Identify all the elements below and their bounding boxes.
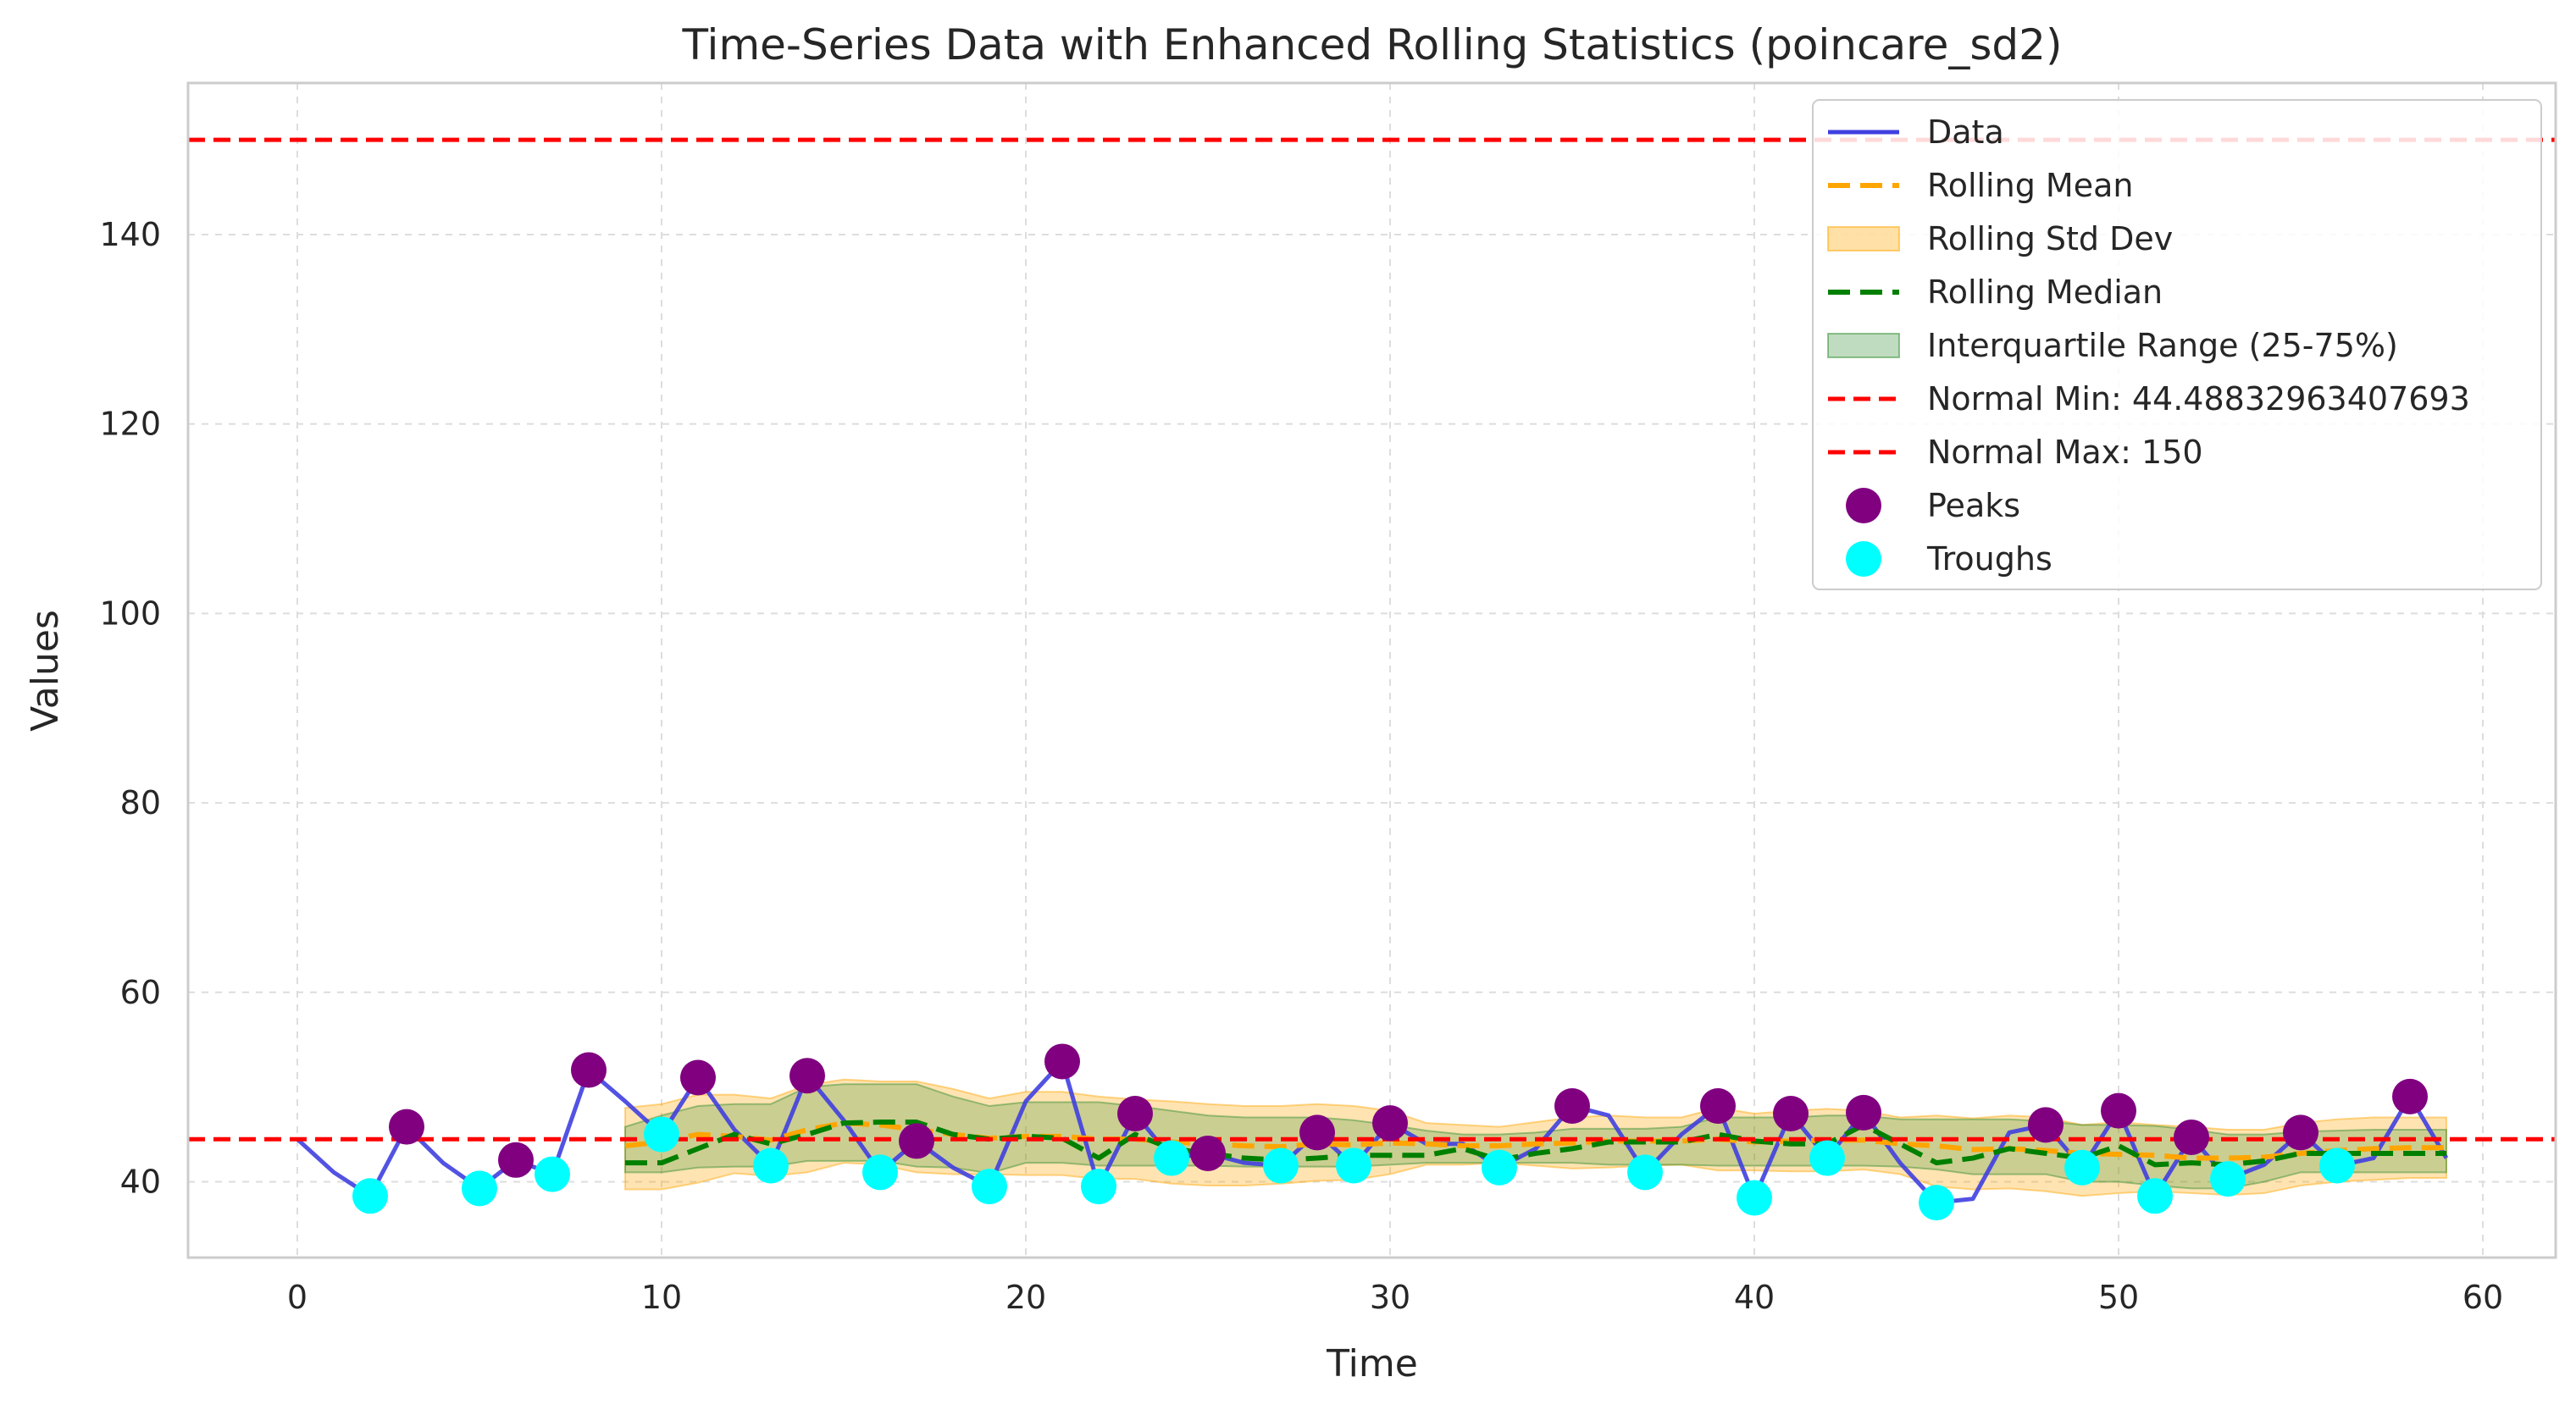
trough-marker [1627, 1154, 1663, 1191]
plot-frame [186, 81, 2557, 1259]
x-tick-label: 40 [1734, 1279, 1775, 1316]
y-tick-label: 140 [99, 216, 161, 253]
peak-marker [1700, 1088, 1736, 1125]
peak-marker [1846, 1094, 1881, 1131]
trough-marker [1336, 1147, 1371, 1184]
legend-label-median: Rolling Median [1927, 274, 2163, 311]
rolling-median-line [625, 1120, 2446, 1168]
legend-swatch-troughs [1846, 541, 1881, 577]
y-tick-label: 80 [120, 784, 161, 821]
peak-marker [2283, 1114, 2318, 1151]
peak-marker [1117, 1095, 1153, 1131]
trough-marker [1737, 1180, 1772, 1216]
grid [188, 83, 2556, 1258]
peak-marker [2174, 1119, 2209, 1155]
trough-marker [2210, 1161, 2246, 1197]
x-axis-ticks: 0 10 20 30 40 50 60 [287, 1279, 2503, 1316]
peak-marker [2028, 1107, 2064, 1143]
legend-box [1812, 99, 2542, 590]
peak-marker [1372, 1105, 1408, 1142]
legend-swatch-peaks [1846, 488, 1881, 523]
trough-marker [972, 1169, 1007, 1205]
legend-swatch-std [1827, 226, 1900, 252]
trough-marker [1482, 1149, 1517, 1186]
trough-marker [1081, 1169, 1116, 1205]
peak-marker [2101, 1092, 2136, 1129]
trough-marker [1263, 1147, 1299, 1184]
trough-marker [862, 1154, 898, 1191]
y-tick-label: 100 [99, 594, 161, 632]
peak-marker [899, 1123, 934, 1159]
peak-marker [2392, 1078, 2428, 1114]
x-tick-label: 30 [1370, 1279, 1410, 1316]
trough-marker [2319, 1147, 2355, 1184]
legend-label-max: Normal Max: 150 [1927, 434, 2203, 471]
trough-marker [1809, 1140, 1845, 1176]
x-tick-label: 50 [2098, 1279, 2139, 1316]
trough-marker [1919, 1185, 1954, 1221]
trough-marker [753, 1147, 789, 1184]
peak-marker [1554, 1088, 1590, 1125]
x-tick-label: 60 [2462, 1279, 2503, 1316]
x-tick-label: 20 [1005, 1279, 1046, 1316]
peak-marker [389, 1109, 424, 1145]
trough-marker [644, 1116, 679, 1153]
chart-title: Time-Series Data with Enhanced Rolling S… [682, 20, 2063, 69]
trough-marker [535, 1156, 570, 1192]
trough-marker [1154, 1140, 1189, 1176]
peak-marker [1044, 1043, 1080, 1080]
legend: Data Rolling Mean Rolling Std Dev Rolling M… [1812, 99, 2542, 590]
peak-marker [1190, 1135, 1226, 1171]
trough-marker [462, 1170, 497, 1207]
trough-marker [2137, 1178, 2173, 1214]
y-axis-ticks: 40 60 80 100 120 140 [99, 216, 161, 1201]
peak-marker [1299, 1114, 1335, 1151]
trough-marker [2064, 1149, 2100, 1186]
legend-label-min: Normal Min: 44.48832963407693 [1927, 380, 2470, 417]
x-axis-label: Time [1326, 1342, 1418, 1385]
peak-marker [680, 1059, 716, 1096]
peak-marker [789, 1058, 825, 1094]
y-tick-label: 60 [120, 974, 161, 1011]
legend-label-data: Data [1927, 113, 2004, 151]
y-tick-label: 40 [120, 1164, 161, 1201]
peak-marker [498, 1142, 534, 1178]
legend-label-troughs: Troughs [1926, 540, 2052, 578]
legend-swatch-iqr [1827, 333, 1900, 358]
legend-label-iqr: Interquartile Range (25-75%) [1927, 327, 2398, 364]
x-tick-label: 10 [641, 1279, 682, 1316]
x-tick-label: 0 [287, 1279, 307, 1316]
peak-marker [571, 1052, 607, 1088]
peak-marker [1773, 1095, 1809, 1131]
trough-marker [352, 1178, 388, 1214]
legend-label-mean: Rolling Mean [1927, 167, 2133, 204]
y-axis-label: Values [24, 610, 67, 732]
legend-label-peaks: Peaks [1927, 487, 2020, 524]
y-tick-label: 120 [99, 406, 161, 443]
legend-label-std: Rolling Std Dev [1927, 220, 2173, 257]
